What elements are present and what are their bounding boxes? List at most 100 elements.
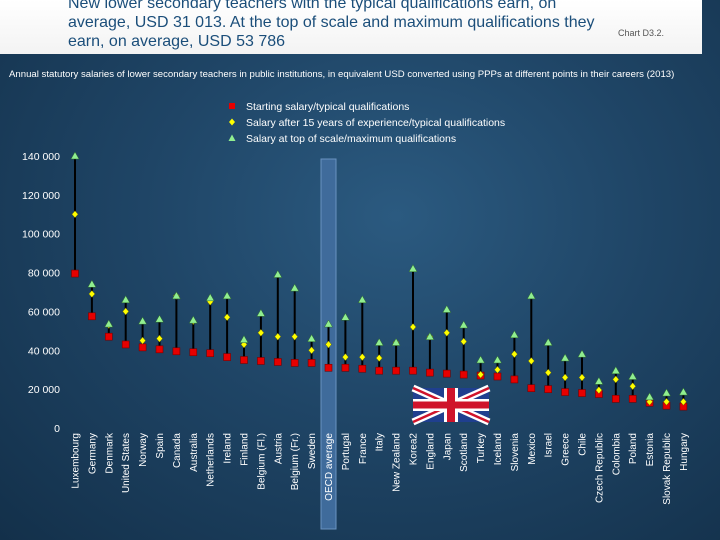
- starting-salary-point: [121, 340, 130, 349]
- legend-label: Starting salary/typical qualifications: [246, 101, 409, 113]
- top-scale-salary-point: [256, 308, 266, 317]
- top-scale-salary-point: [121, 295, 131, 304]
- top-scale-salary-point: [239, 335, 249, 343]
- category-label: Norway: [138, 433, 149, 467]
- category-label: Greece: [561, 433, 572, 466]
- starting-salary-point: [628, 395, 637, 403]
- top-scale-salary-point: [425, 332, 435, 340]
- fifteen-year-salary-point: [663, 397, 670, 406]
- category-label: Denmark: [104, 432, 115, 474]
- category-label: Slovak Republic: [662, 433, 673, 505]
- y-tick-label: 0: [54, 423, 60, 435]
- fifteen-year-salary-point: [527, 357, 535, 365]
- starting-salary-point: [409, 366, 417, 375]
- legend-marker-top-scale: [228, 134, 236, 141]
- fifteen-year-salary-point: [544, 368, 552, 377]
- starting-salary-point: [155, 345, 164, 354]
- category-label: Japan: [442, 433, 453, 460]
- top-scale-salary-point: [611, 366, 621, 374]
- top-scale-salary-point: [205, 293, 215, 302]
- y-tick-label: 20 000: [28, 384, 60, 396]
- category-label: Colombia: [611, 433, 622, 476]
- category-label: Australia: [189, 433, 200, 472]
- fifteen-year-salary-point: [460, 337, 468, 346]
- fifteen-year-salary-point: [325, 340, 332, 349]
- top-scale-salary-point: [526, 291, 536, 300]
- slide-title: New lower secondary teachers with the ty…: [68, 0, 595, 50]
- fifteen-year-salary-point: [409, 323, 417, 331]
- starting-salary-point: [426, 368, 434, 377]
- fifteen-year-salary-point: [291, 332, 299, 341]
- category-label: Hungary: [679, 433, 690, 471]
- top-scale-salary-point: [391, 338, 401, 346]
- y-tick-label: 100 000: [22, 229, 60, 241]
- fifteen-year-salary-point: [358, 353, 366, 361]
- starting-salary-point: [223, 353, 231, 361]
- top-scale-salary-point: [222, 291, 232, 300]
- starting-salary-point: [442, 369, 451, 378]
- top-scale-salary-point: [324, 319, 333, 328]
- top-scale-salary-point: [290, 283, 300, 292]
- top-scale-salary-point: [357, 295, 367, 304]
- category-label: Chile: [578, 433, 589, 456]
- starting-salary-point: [290, 359, 299, 367]
- legend-marker-starting: [229, 103, 235, 109]
- chart-subtitle: Annual statutory salaries of lower secon…: [9, 69, 675, 80]
- top-scale-salary-point: [543, 338, 553, 346]
- fifteen-year-salary-point: [443, 328, 451, 337]
- top-scale-salary-point: [104, 319, 114, 328]
- category-label: Netherlands: [206, 433, 217, 487]
- category-label: Belgium (Fr.): [290, 433, 301, 490]
- starting-salary-point: [88, 312, 96, 321]
- fifteen-year-salary-point: [139, 336, 146, 345]
- fifteen-year-salary-point: [274, 332, 282, 341]
- y-tick-label: 40 000: [28, 345, 60, 357]
- starting-salary-point: [493, 372, 502, 381]
- fifteen-year-salary-point: [578, 373, 586, 382]
- category-label: Portugal: [341, 433, 352, 470]
- top-scale-salary-point: [138, 316, 148, 325]
- top-scale-salary-point: [628, 372, 638, 380]
- category-label: Belgium (Fl.): [256, 433, 267, 490]
- top-scale-salary-point: [307, 334, 317, 342]
- fifteen-year-salary-point: [680, 397, 687, 406]
- category-label: Mexico: [527, 433, 538, 465]
- starting-salary-point: [611, 395, 620, 403]
- category-label: England: [425, 433, 436, 470]
- fifteen-year-salary-point: [88, 290, 96, 298]
- top-scale-salary-point: [273, 270, 283, 278]
- legend-marker-fifteen-years: [229, 118, 235, 126]
- y-tick-label: 60 000: [28, 306, 60, 318]
- fifteen-year-salary-point: [308, 346, 315, 355]
- starting-salary-point: [527, 384, 536, 392]
- top-scale-salary-point: [171, 291, 181, 300]
- category-label: Canada: [172, 433, 183, 468]
- starting-salary-point: [392, 366, 400, 375]
- starting-salary-point: [544, 385, 553, 393]
- fifteen-year-salary-point: [494, 365, 501, 374]
- starting-salary-point: [578, 389, 586, 397]
- fifteen-year-salary-point: [629, 382, 637, 391]
- top-scale-salary-point: [459, 320, 469, 329]
- starting-salary-point: [257, 357, 265, 365]
- top-scale-salary-point: [560, 353, 570, 362]
- category-label: Poland: [628, 433, 639, 464]
- category-label: Luxembourg: [71, 433, 82, 489]
- fifteen-year-salary-point: [223, 313, 231, 322]
- y-tick-label: 120 000: [22, 190, 60, 202]
- top-scale-salary-point: [374, 338, 384, 346]
- top-scale-salary-point: [340, 312, 350, 321]
- top-scale-salary-point: [594, 376, 604, 385]
- fifteen-year-salary-point: [375, 354, 383, 362]
- top-scale-salary-point: [442, 304, 452, 313]
- starting-salary-point: [189, 348, 198, 357]
- category-label: Germany: [87, 433, 98, 474]
- fifteen-year-salary-point: [511, 350, 518, 359]
- fifteen-year-salary-point: [595, 386, 603, 394]
- y-tick-label: 140 000: [22, 151, 60, 163]
- top-scale-salary-point: [493, 355, 502, 364]
- starting-salary-point: [510, 375, 519, 384]
- starting-salary-point: [240, 356, 248, 364]
- fifteen-year-salary-point: [156, 334, 163, 343]
- category-label: Slovenia: [510, 433, 521, 472]
